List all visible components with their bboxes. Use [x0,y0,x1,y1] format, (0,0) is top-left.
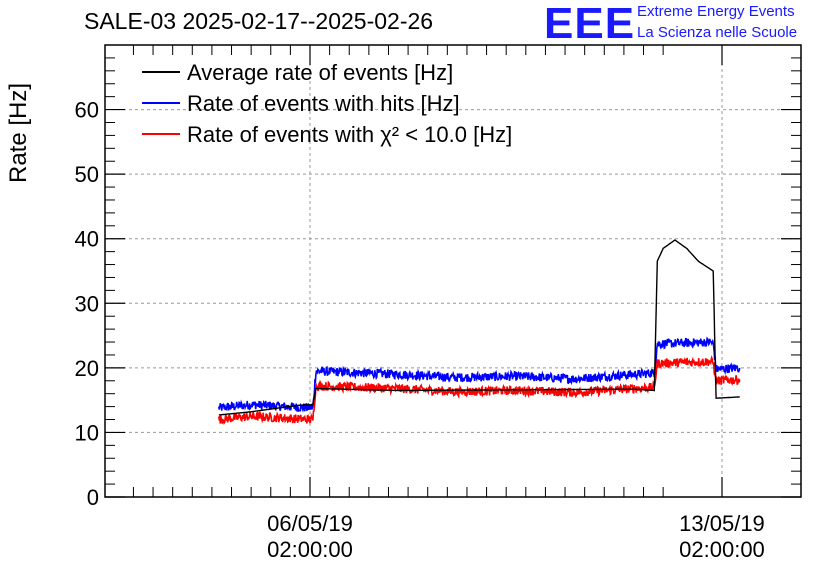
y-tick-label: 0 [87,485,99,510]
plot-frame [104,44,802,498]
legend: Average rate of events [Hz] Rate of event… [142,60,512,147]
y-tick-label: 40 [75,227,99,252]
y-tick-label: 10 [75,420,99,445]
x-tick-time: 02:00:00 [267,537,353,562]
eee-logo: EEE [544,0,636,48]
y-tick-label: 30 [75,291,99,316]
y-tick-label: 60 [75,98,99,123]
y-tick-label: 50 [75,162,99,187]
legend-label: Average rate of events [Hz] [187,60,453,85]
y-tick-label: 20 [75,356,99,381]
x-tick-time: 02:00:00 [679,537,765,562]
legend-label: Rate of events with hits [Hz] [187,91,460,116]
legend-label: Rate of events with χ² < 10.0 [Hz] [187,122,512,147]
x-tick-label: 13/05/19 02:00:00 [652,511,792,563]
x-tick-date: 06/05/19 [267,511,353,536]
axis-ticks [105,45,801,498]
series-line-1 [218,336,741,413]
logo-line-2: La Scienza nelle Scuole [637,24,798,41]
grid-lines [105,45,801,497]
chart-title: SALE-03 2025-02-17--2025-02-26 [84,8,434,34]
series-line-0 [218,239,740,416]
logo-line-1: Extreme Energy Events [637,3,795,20]
x-tick-date: 13/05/19 [679,511,765,536]
y-axis-label-wrap: Rate [Hz] [4,83,34,183]
x-tick-label: 06/05/19 02:00:00 [240,511,380,563]
series-layer [218,239,741,425]
y-tick-labels: 0 10 20 30 40 50 60 [75,98,99,510]
y-axis-label: Rate [Hz] [5,82,32,184]
